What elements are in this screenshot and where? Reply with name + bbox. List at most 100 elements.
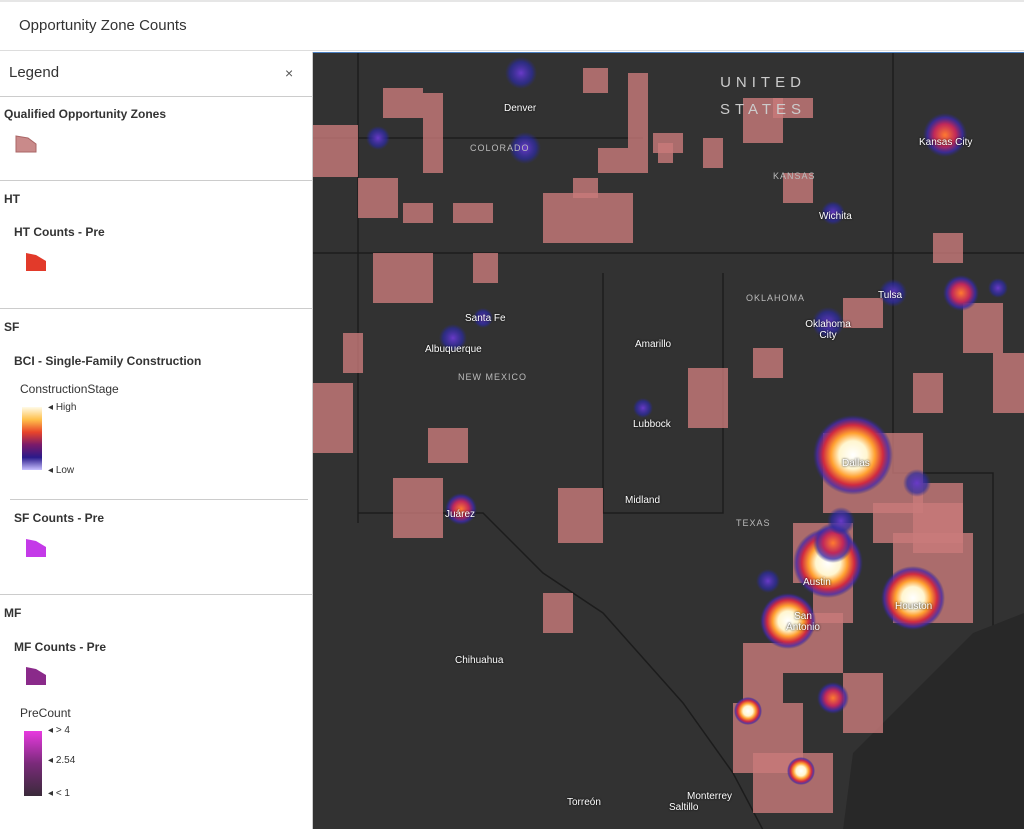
zone-polygon <box>358 178 398 218</box>
heat-spot <box>813 415 893 495</box>
ramp-label-text: < 1 <box>55 788 70 799</box>
layer-name: HT Counts - Pre <box>14 225 105 239</box>
swatch-shape <box>26 539 46 557</box>
heat-spot <box>821 201 845 225</box>
heat-spot <box>881 566 945 630</box>
heat-spot <box>812 307 844 339</box>
heat-spot <box>473 308 493 328</box>
map-label: Houston <box>895 601 933 612</box>
gulf <box>843 613 1024 829</box>
legend-panel: Legend × Qualified Opportunity Zones HT … <box>0 52 313 829</box>
layer-name: SF Counts - Pre <box>14 511 105 525</box>
heat-spot <box>903 469 931 497</box>
heat-spot <box>943 275 979 311</box>
swatch <box>26 539 46 557</box>
zone-polygon <box>393 478 443 538</box>
ramp-label-text: Low <box>55 465 75 476</box>
heat-spot <box>923 113 967 157</box>
map-label: Monterrey <box>687 791 733 802</box>
ramp-label: ◂ Low <box>48 465 75 476</box>
map-label: Torreón <box>567 797 601 808</box>
map-label: Wichita <box>819 211 852 222</box>
map-label: KANSAS <box>773 171 816 181</box>
zone-polygon <box>913 373 943 413</box>
layer-name: BCI - Single-Family Construction <box>14 354 202 368</box>
zone-polygon <box>403 203 433 223</box>
swatch <box>26 253 46 271</box>
zone-polygon <box>313 125 358 177</box>
swatch-shape <box>26 667 46 685</box>
heat-spot <box>787 757 815 785</box>
map-label: Kansas City <box>919 137 973 148</box>
divider <box>0 96 312 97</box>
map-label: COLORADO <box>470 143 530 153</box>
map-label: Chihuahua <box>455 655 504 666</box>
zone-polygon <box>743 643 783 703</box>
map-label: Lubbock <box>633 419 671 430</box>
map-label: NEW MEXICO <box>458 372 528 382</box>
divider <box>0 180 312 181</box>
heat-spot <box>445 493 477 525</box>
zone-polygon <box>543 193 633 243</box>
zone-polygon <box>423 93 443 173</box>
map-label: Oklahoma City <box>805 319 851 341</box>
app-title: Opportunity Zone Counts <box>19 17 187 34</box>
map-label: Santa Fe <box>465 313 506 324</box>
heat-spot <box>817 682 849 714</box>
map-label: San Antonio <box>786 611 820 633</box>
swatch <box>26 667 46 685</box>
zone-polygon <box>653 133 683 153</box>
heat-spot <box>633 398 653 418</box>
section-heading: HT <box>4 192 20 206</box>
zone-polygon <box>558 488 603 543</box>
heat-spot <box>756 569 780 593</box>
close-button[interactable]: × <box>285 65 294 81</box>
field-name: ConstructionStage <box>20 382 119 396</box>
swatch-shape <box>15 135 37 153</box>
zone-polygon <box>933 233 963 263</box>
zone-polygon <box>313 383 353 453</box>
zone-polygon <box>773 98 813 118</box>
divider <box>0 308 312 309</box>
zone-polygon <box>473 253 498 283</box>
heat-spot <box>366 126 390 150</box>
divider <box>10 499 308 500</box>
zone-polygon <box>453 203 493 223</box>
ramp-label: ◂ High <box>48 402 77 413</box>
section-heading: SF <box>4 320 20 334</box>
ramp-label-text: > 4 <box>55 725 70 736</box>
zone-polygon <box>703 138 723 168</box>
zone-polygon <box>843 298 883 328</box>
ramp-label-text: 2.54 <box>55 755 76 766</box>
section-heading: Qualified Opportunity Zones <box>4 107 166 121</box>
heat-spot <box>505 57 537 89</box>
heat-spot <box>827 507 855 535</box>
heat-layer <box>366 57 1008 785</box>
heat-spot <box>988 278 1008 298</box>
section-heading: MF <box>4 606 22 620</box>
zone-polygon <box>383 88 423 118</box>
layer-name: MF Counts - Pre <box>14 640 106 654</box>
zone-polygon <box>993 353 1024 413</box>
ramp-label: ◂ 2.54 <box>48 755 76 766</box>
swatch <box>15 135 37 153</box>
zone-polygon <box>598 148 648 173</box>
map-label: Dallas <box>842 458 870 469</box>
zone-polygon <box>688 368 728 428</box>
map-label: Amarillo <box>635 339 672 350</box>
opportunity-zones <box>313 68 1024 813</box>
color-ramp <box>22 407 42 470</box>
swatch-shape <box>26 253 46 271</box>
boundaries <box>313 53 1024 829</box>
divider <box>0 594 312 595</box>
legend-title: Legend <box>9 64 60 81</box>
heat-spot <box>509 132 541 164</box>
zone-polygon <box>843 673 883 733</box>
map-label: Saltillo <box>669 802 699 813</box>
zone-polygon <box>583 68 608 93</box>
map-label: Tulsa <box>878 290 903 301</box>
map-view[interactable]: UNITED STATES Denver COLORADO Kansas City KA… <box>313 52 1024 829</box>
zone-polygon <box>783 173 813 203</box>
zone-polygon <box>963 303 1003 353</box>
